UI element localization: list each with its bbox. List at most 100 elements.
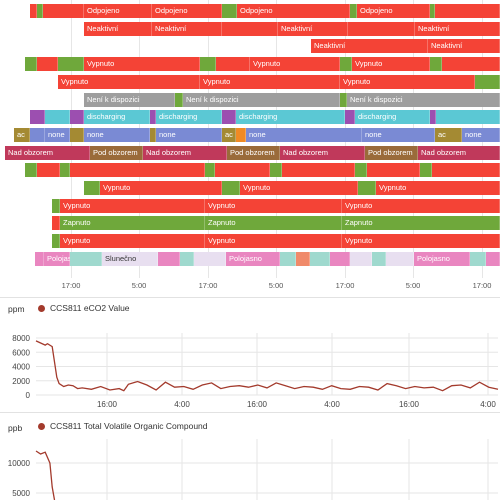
timeline-segment[interactable] [280,145,365,160]
timeline-segment[interactable] [280,251,296,266]
timeline-segment[interactable] [362,127,435,142]
timeline-segment[interactable] [60,216,205,231]
timeline-segment[interactable] [152,4,222,18]
timeline-segment[interactable] [350,251,372,266]
timeline-segment[interactable] [183,92,340,107]
timeline-segment[interactable] [470,251,486,266]
timeline-segment[interactable] [200,74,340,89]
timeline-segment[interactable] [205,216,342,231]
timeline-segment[interactable] [236,127,246,142]
timeline-segment[interactable] [84,127,150,142]
timeline-segment[interactable] [222,127,236,142]
timeline-segment[interactable] [236,110,345,125]
timeline-segment[interactable] [30,4,37,18]
timeline-segment[interactable] [376,181,500,195]
eco2-line-chart[interactable]: 8000 6000 4000 2000 0 16:00 4:00 16:00 4:00 16:00… [0,298,500,410]
timeline-segment[interactable] [143,145,227,160]
timeline-segment[interactable] [156,110,222,125]
timeline-segment[interactable] [70,110,84,125]
timeline-segment[interactable] [330,251,350,266]
timeline-segment[interactable] [355,163,367,178]
timeline-segment[interactable] [205,163,215,178]
timeline-segment[interactable] [237,4,350,18]
timeline-segment[interactable] [84,21,152,36]
timeline-segment[interactable] [462,127,500,142]
tvoc-legend[interactable]: CCS811 Total Volatile Organic Compound [38,421,208,431]
timeline-segment[interactable] [102,251,158,266]
timeline-segment[interactable] [250,57,340,72]
timeline-segment[interactable] [84,57,200,72]
timeline-segment[interactable] [442,57,500,72]
timeline-segment[interactable] [70,127,84,142]
timeline-segment[interactable] [358,181,376,195]
timeline-segment[interactable] [84,181,100,195]
timeline-segment[interactable] [30,127,45,142]
timeline-segment[interactable] [150,127,156,142]
timeline-segment[interactable] [436,110,500,125]
timeline-segment[interactable] [428,39,500,54]
timeline-segment[interactable] [180,251,194,266]
timeline-segment[interactable] [25,163,37,178]
timeline-segment[interactable] [70,163,205,178]
timeline-segment[interactable] [240,181,358,195]
timeline-segment[interactable] [430,57,442,72]
timeline-segment[interactable] [70,251,102,266]
timeline-segment[interactable] [5,145,90,160]
timeline-segment[interactable] [386,251,414,266]
timeline-segment[interactable] [296,251,310,266]
timeline-segment[interactable] [367,163,420,178]
tvoc-line-chart[interactable]: 10000 5000 [0,413,500,500]
timeline-segment[interactable] [84,92,175,107]
timeline-segment[interactable] [52,234,60,249]
timeline-segment[interactable] [348,21,415,36]
timeline-segment[interactable] [270,163,282,178]
timeline-segment[interactable] [37,57,58,72]
timeline-segment[interactable] [475,74,500,89]
timeline-segment[interactable] [430,110,436,125]
timeline-segment[interactable] [14,127,30,142]
timeline-segment[interactable] [175,92,183,107]
timeline-segment[interactable] [52,198,60,213]
timeline-segment[interactable] [352,57,430,72]
timeline-segment[interactable] [215,163,270,178]
timeline-segment[interactable] [345,110,355,125]
timeline-segment[interactable] [200,57,216,72]
timeline-segment[interactable] [435,4,500,18]
eco2-legend[interactable]: CCS811 eCO2 Value [38,303,130,313]
timeline-segment[interactable] [30,110,45,125]
timeline-segment[interactable] [45,110,70,125]
timeline-segment[interactable] [357,4,430,18]
timeline-segment[interactable] [37,163,60,178]
timeline-segment[interactable] [25,57,37,72]
timeline-segment[interactable] [100,181,222,195]
timeline-segment[interactable] [43,4,84,18]
timeline-segment[interactable] [342,216,500,231]
timeline-segment[interactable] [340,57,352,72]
timeline-segment[interactable] [58,57,84,72]
timeline-segment[interactable] [222,181,240,195]
timeline-segment[interactable] [282,163,355,178]
timeline-segment[interactable] [216,57,250,72]
timeline-segment[interactable] [84,110,150,125]
timeline-segment[interactable] [355,110,430,125]
timeline-segment[interactable] [226,251,280,266]
timeline-segment[interactable] [347,92,500,107]
timeline-segment[interactable] [152,21,222,36]
timeline-segment[interactable] [222,4,237,18]
timeline-segment[interactable] [342,234,500,249]
timeline-segment[interactable] [342,198,500,213]
timeline-segment[interactable] [45,127,70,142]
timeline-segment[interactable] [435,127,462,142]
timeline-segment[interactable] [205,198,342,213]
timeline-segment[interactable] [60,198,205,213]
timeline-segment[interactable] [414,251,470,266]
timeline-segment[interactable] [44,251,70,266]
timeline-segment[interactable] [52,216,60,231]
timeline-segment[interactable] [415,21,500,36]
timeline-segment[interactable] [222,21,278,36]
timeline-segment[interactable] [350,4,357,18]
timeline-segment[interactable] [35,251,44,266]
timeline-segment[interactable] [90,145,143,160]
timeline-segment[interactable] [430,4,435,18]
timeline-segment[interactable] [340,92,347,107]
